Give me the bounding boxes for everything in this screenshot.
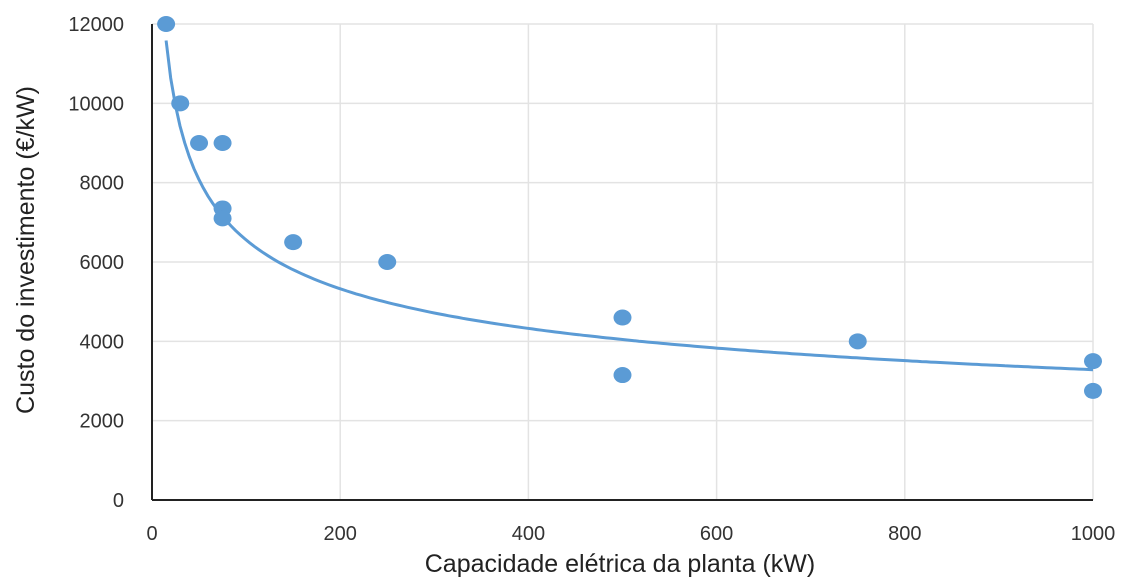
trend-line — [164, 40, 1094, 372]
x-tick-labels: 0 200 400 600 800 1000 — [146, 523, 1115, 545]
y-tick-label: 6000 — [80, 252, 125, 274]
data-point — [1084, 382, 1102, 399]
data-point — [1084, 353, 1102, 370]
grid-lines — [152, 23, 1094, 500]
y-axis-label: Custo do investimento (€/kW) — [12, 86, 40, 414]
data-point — [848, 333, 867, 350]
y-tick-label: 10000 — [68, 93, 124, 115]
axes — [151, 24, 1093, 501]
data-point — [171, 95, 190, 112]
y-tick-label: 8000 — [80, 173, 125, 195]
x-tick-label: 400 — [512, 523, 545, 545]
data-point — [213, 210, 232, 227]
data-points — [157, 16, 1102, 399]
y-tick-label: 2000 — [80, 411, 125, 433]
x-axis-label: Capacidade elétrica da planta (kW) — [425, 550, 815, 578]
data-point — [157, 16, 176, 32]
data-point — [613, 309, 632, 326]
x-tick-label: 600 — [700, 523, 733, 545]
data-point — [213, 135, 232, 151]
x-tick-label: 0 — [146, 523, 157, 545]
data-point — [378, 254, 397, 270]
x-tick-label: 200 — [324, 523, 357, 545]
y-tick-labels: 0 2000 4000 6000 8000 10000 12000 — [68, 14, 124, 512]
data-point — [613, 367, 632, 384]
y-tick-label: 0 — [113, 490, 124, 512]
y-tick-label: 12000 — [68, 14, 124, 36]
y-tick-label: 4000 — [80, 331, 125, 353]
x-tick-label: 1000 — [1071, 523, 1116, 545]
data-point — [284, 234, 303, 251]
data-point — [190, 135, 209, 151]
x-tick-label: 800 — [888, 523, 921, 545]
